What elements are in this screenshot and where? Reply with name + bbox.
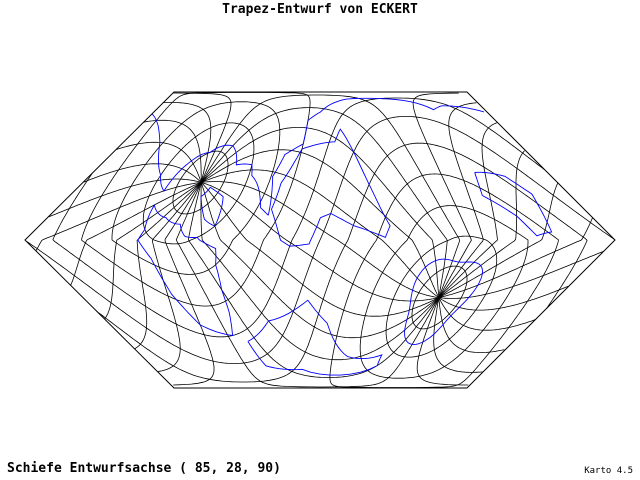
coastline [247,299,383,376]
coastline [404,258,483,345]
meridian [133,182,505,353]
coastline [474,171,553,237]
map-frame [24,91,616,389]
graticule [26,92,615,388]
parallel [95,142,588,383]
meridian [104,182,536,331]
meridian [200,182,440,339]
parallel [411,265,468,330]
meridian [200,127,440,298]
coastline [137,204,234,337]
meridian [82,163,559,298]
meridian [70,182,569,311]
projection-axis: Schiefe Entwurfsachse ( 85, 28, 90) [7,461,281,476]
meridian [175,182,440,388]
meridian [200,94,461,298]
meridian [163,102,484,298]
coastline [200,186,224,227]
meridian [188,182,440,378]
meridian [200,182,440,361]
coastline [151,97,485,216]
parallel [359,205,529,379]
meridian [151,182,483,373]
meridian [164,182,469,386]
meridian [48,178,593,298]
parallel [172,150,229,215]
parallel [26,116,615,364]
map-title: Trapez-Entwurf von ECKERT [222,2,418,17]
parallel [385,235,498,358]
coastline [271,128,391,247]
meridian [201,169,440,298]
meridian [143,119,498,298]
meridian [200,182,439,317]
meridian [35,182,604,299]
parallel [329,173,559,388]
parallel [111,101,281,275]
parallel [142,122,255,245]
coastlines [137,97,553,376]
version-label: Karto 4.5 [584,466,633,476]
meridian [172,92,472,298]
parallel [52,97,545,338]
